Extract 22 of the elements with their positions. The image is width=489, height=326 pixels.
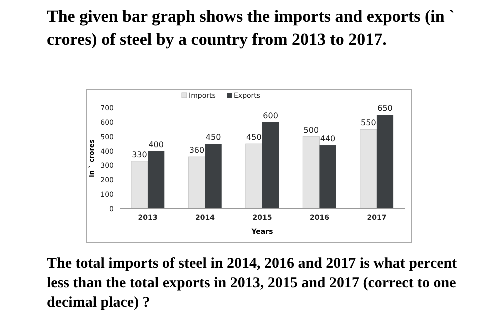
data-label: 500: [304, 126, 320, 135]
data-label: 330: [132, 150, 148, 160]
bar: [246, 144, 263, 210]
bar: [131, 161, 148, 210]
bar: [302, 136, 320, 210]
bar: [148, 151, 165, 209]
data-label: 650: [378, 104, 393, 114]
bar: [205, 144, 222, 209]
data-label: 440: [320, 134, 336, 144]
data-label: 550: [361, 118, 376, 128]
data-label: 400: [148, 140, 164, 150]
text: The total imports of steel in 2014, 2016 and 2017 is what percent less than the total exports in 2013, 2015 and 2017 (correct to one decimal place) ?: [47, 256, 458, 311]
bar: [320, 146, 336, 209]
bar: [262, 122, 280, 209]
bar: [188, 156, 206, 210]
chart-title: The given bar graph shows the imports and exports (in ` crores) of steel by a country from 2013 to 2017.: [47, 7, 455, 49]
data-label: 450: [206, 133, 222, 142]
data-label: 450: [246, 133, 262, 142]
bar: [360, 129, 378, 210]
bar: [376, 115, 394, 209]
data-label: 600: [263, 111, 278, 120]
data-label: 360: [189, 146, 205, 156]
